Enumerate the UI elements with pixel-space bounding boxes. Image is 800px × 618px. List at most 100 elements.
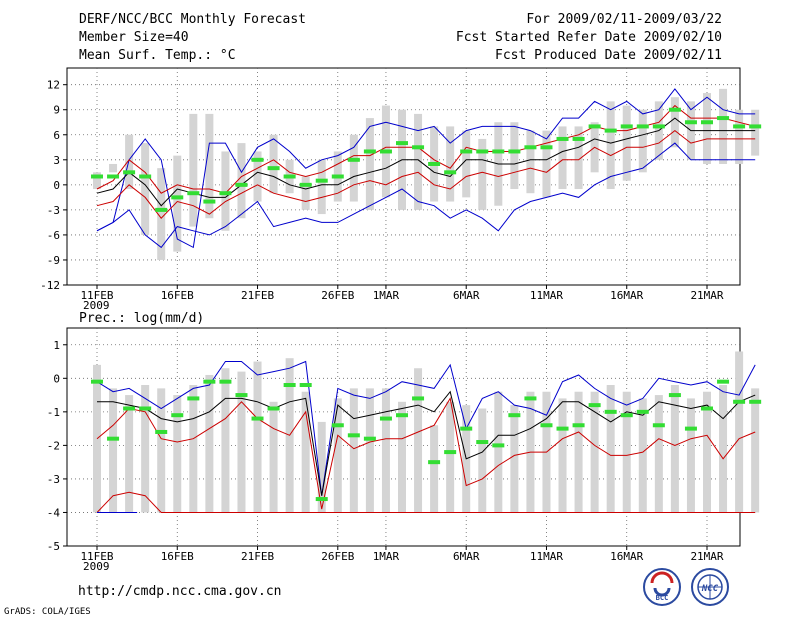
ensemble-box <box>478 138 487 210</box>
source-url[interactable]: http://cmdp.ncc.cma.gov.cn <box>78 584 282 599</box>
member-marker <box>652 124 665 129</box>
member-marker <box>652 423 665 428</box>
ensemble-box <box>606 385 615 513</box>
ncc-logo: NCC <box>691 568 729 606</box>
ensemble-box <box>141 385 150 513</box>
ensemble-box <box>125 395 134 513</box>
ensemble-box <box>735 351 744 513</box>
ensemble-box <box>751 388 760 513</box>
member-marker <box>347 433 360 438</box>
ensemble-box <box>590 391 599 513</box>
ensemble-box <box>317 421 326 513</box>
member-marker <box>701 120 713 125</box>
ensemble-box <box>189 385 198 513</box>
member-marker <box>684 426 697 431</box>
member-marker <box>476 440 489 445</box>
member-marker <box>267 166 280 171</box>
member-marker <box>363 436 376 441</box>
member-marker <box>701 406 713 411</box>
member-marker <box>219 379 232 384</box>
member-marker <box>331 174 344 179</box>
x-tick-label: 26FEB <box>321 289 354 302</box>
ensemble-box <box>141 143 150 235</box>
member-marker <box>668 107 681 112</box>
y-tick-label: -1 <box>47 406 60 419</box>
member-marker <box>171 195 184 200</box>
member-marker <box>556 136 569 141</box>
x-tick-label: 16MAR <box>610 289 643 302</box>
x-tick-label: 11MAR <box>530 289 563 302</box>
ensemble-box <box>221 368 230 513</box>
member-marker <box>171 413 184 418</box>
member-marker <box>107 436 120 441</box>
ensemble-box <box>125 134 134 190</box>
member-marker <box>139 174 152 179</box>
y-tick-label: 6 <box>53 129 60 142</box>
member-marker <box>107 174 120 179</box>
member-marker <box>187 191 200 196</box>
member-marker <box>540 423 553 428</box>
member-marker <box>636 409 649 414</box>
x-tick-label: 16FEB <box>161 289 194 302</box>
member-marker <box>363 149 376 154</box>
ensemble-box <box>398 401 406 513</box>
x-tick-label: 26FEB <box>321 550 354 563</box>
y-tick-label: -3 <box>47 204 60 217</box>
ensemble-box <box>558 398 567 513</box>
member-marker <box>396 413 408 418</box>
ensemble-box <box>703 93 711 164</box>
ensemble-box <box>349 134 358 202</box>
member-marker <box>235 182 248 187</box>
member-marker <box>187 396 200 401</box>
upper-bound-line <box>96 88 756 249</box>
member-marker <box>684 120 697 125</box>
ensemble-box <box>670 385 679 513</box>
ensemble-box <box>574 391 583 513</box>
grads-credit: GrADS: COLA/IGES <box>4 607 91 617</box>
temperature-panel: -12 -9 -6 -3 0 3 6 9 12 11FEB 16FEB 21FEB 26FEB 1MAR 6… <box>40 67 762 312</box>
x-year-label: 2009 <box>83 560 110 573</box>
ncc-logo-text: NCC <box>701 584 719 594</box>
x-tick-label: 11FEB <box>80 550 113 563</box>
ensemble-box <box>205 374 214 513</box>
member-marker <box>412 145 425 150</box>
ensemble-box <box>670 97 679 148</box>
ensemble-box <box>157 168 166 260</box>
ensemble-box <box>606 101 615 190</box>
ensemble-box <box>510 122 519 190</box>
member-marker <box>749 124 762 129</box>
member-marker <box>315 497 328 502</box>
member-marker <box>588 124 601 129</box>
ensemble-box <box>430 425 439 513</box>
x-tick-label: 16FEB <box>161 550 194 563</box>
member-marker <box>379 149 392 154</box>
member-marker <box>604 409 617 414</box>
member-marker <box>668 393 681 398</box>
ensemble-box <box>446 401 455 513</box>
ensemble-box <box>365 118 374 210</box>
upper-bound-line <box>96 360 756 496</box>
ensemble-box <box>735 109 744 164</box>
member-marker <box>636 124 649 129</box>
member-marker <box>524 396 537 401</box>
member-marker <box>347 157 360 162</box>
ensemble-box <box>638 398 647 513</box>
member-marker <box>203 199 216 204</box>
member-marker <box>572 423 585 428</box>
variable-label: Mean Surf. Temp.: °C <box>79 48 236 63</box>
ensemble-box <box>237 143 246 219</box>
member-marker <box>331 423 344 428</box>
y-tick-label: 3 <box>53 154 60 167</box>
member-marker <box>492 149 505 154</box>
ensemble-box <box>237 371 246 513</box>
spread-low-line <box>96 129 756 219</box>
ensemble-box <box>269 401 278 513</box>
ensemble-box <box>686 398 695 513</box>
member-marker <box>251 157 264 162</box>
member-marker <box>444 450 457 455</box>
member-marker <box>123 406 136 411</box>
ensemble-box <box>622 105 631 181</box>
y-tick-label: 12 <box>47 79 60 92</box>
spread-low-line <box>96 397 756 510</box>
member-marker <box>604 128 617 133</box>
